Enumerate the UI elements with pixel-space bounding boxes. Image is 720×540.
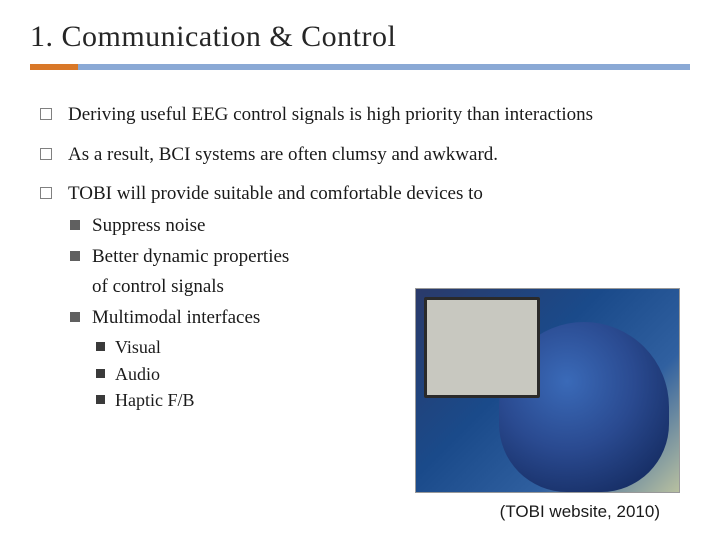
solid-square-small-icon [96,369,105,378]
sub-item: Suppress noise [70,213,680,240]
bullet-item: TOBI will provide suitable and comfortab… [40,181,680,207]
solid-square-small-icon [96,342,105,351]
accent-bar [30,64,690,70]
bullet-item: As a result, BCI systems are often clums… [40,142,680,168]
content-region: Deriving useful EEG control signals is h… [0,78,720,412]
citation-text: (TOBI website, 2010) [500,502,660,522]
sub-item: Better dynamic properties [70,244,680,271]
subsub-text: Audio [115,362,160,386]
sub-text: Multimodal interfaces [92,305,260,332]
bullet-text: TOBI will provide suitable and comfortab… [68,181,483,207]
eeg-cap-image [415,288,680,493]
title-region: 1. Communication & Control [0,0,720,78]
sub-text: Suppress noise [92,213,205,240]
accent-blue [78,64,690,70]
hollow-square-icon [40,108,52,120]
bullet-text: Deriving useful EEG control signals is h… [68,102,593,128]
subsub-text: Visual [115,335,161,359]
solid-square-small-icon [96,395,105,404]
sub-text: Better dynamic properties [92,244,289,271]
solid-square-icon [70,251,80,261]
bullet-item: Deriving useful EEG control signals is h… [40,102,680,128]
slide-title: 1. Communication & Control [30,20,690,54]
hollow-square-icon [40,148,52,160]
solid-square-icon [70,220,80,230]
solid-square-icon [70,312,80,322]
subsub-text: Haptic F/B [115,388,195,412]
bullet-text: As a result, BCI systems are often clums… [68,142,498,168]
hollow-square-icon [40,187,52,199]
accent-orange [30,64,78,70]
